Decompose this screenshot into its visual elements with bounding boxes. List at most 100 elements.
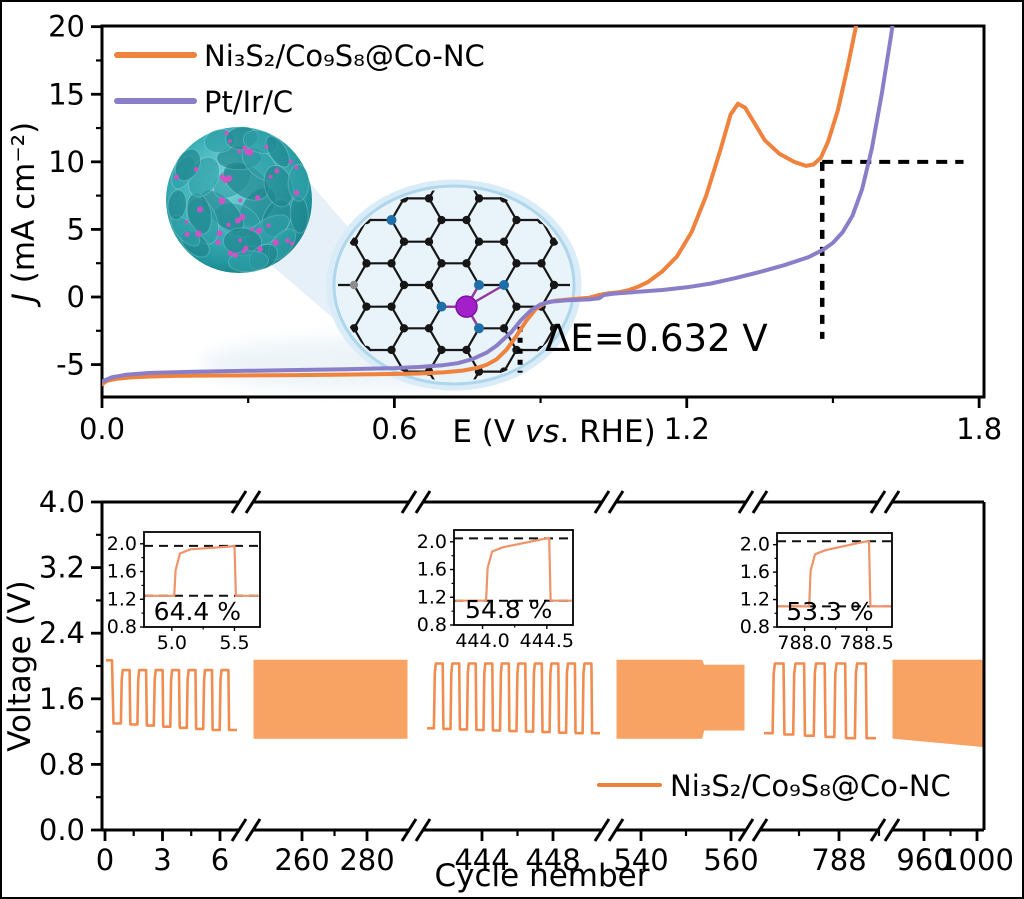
axis-break-mark (400, 490, 418, 514)
x-tick-label: 788 (811, 843, 866, 877)
x-tick-label: 0 (96, 843, 114, 877)
c-atom (512, 259, 521, 268)
c-atom (575, 194, 583, 202)
c-atom (549, 194, 559, 203)
inset-y-tick-label: 1.2 (740, 589, 770, 611)
graphene-schematic (275, 129, 633, 462)
legend-label-reference: Pt/Ir/C (204, 85, 293, 119)
x-tick-label: 1.2 (664, 412, 710, 446)
x-tick-label: 0.6 (371, 412, 417, 446)
x-tick-label: 6 (211, 843, 229, 877)
c-atom (462, 215, 471, 225)
axis-break-mark (883, 818, 901, 842)
x-tick-label: 540 (613, 843, 668, 877)
dopant-dot (218, 197, 226, 205)
c-atom (350, 411, 358, 419)
c-atom (387, 345, 396, 355)
inset-x-tick-label: 5.5 (219, 632, 249, 654)
nanoflower-petal (287, 163, 310, 202)
x-tick-label: 1000 (940, 843, 1014, 877)
axis-break-mark (400, 818, 418, 842)
c-atom (425, 454, 433, 462)
cycling-pulse-trace (764, 662, 876, 740)
inset-efficiency-label: 54.8 % (465, 595, 552, 624)
inset-y-tick-label: 0.8 (417, 614, 447, 636)
c-atom (587, 129, 595, 137)
axis-break-mark (414, 818, 432, 842)
c-atom (575, 367, 583, 375)
dopant-dot (288, 159, 293, 164)
dopant-dot (244, 148, 252, 156)
dopant-dot (237, 149, 242, 154)
c-atom (437, 215, 446, 225)
x-tick-label: 960 (896, 843, 951, 877)
dopant-dot (285, 238, 291, 244)
dopant-dot (241, 248, 246, 254)
dopant-dot (234, 217, 241, 224)
efficiency-inset: 2.0 1.6 1.2 0.8 788.0 788.5 53.3 % (740, 532, 894, 654)
c-atom (550, 151, 558, 159)
cycling-legend: Ni₃S₂/Co₉S₈@Co-NC (597, 769, 951, 803)
co-atom (455, 295, 478, 318)
cycling-pulse-trace (106, 659, 237, 732)
axis-break-mark (230, 818, 248, 842)
inset-cycle-trace (455, 537, 572, 602)
y-tick-label: 0 (67, 280, 85, 314)
dopant-dot (173, 174, 180, 180)
axis-break-mark (607, 818, 625, 842)
c-atom (362, 259, 371, 268)
dopant-dot (257, 246, 263, 253)
graphene-oval-border (332, 184, 576, 386)
cycling-dense-block (253, 659, 408, 739)
c-atom (424, 324, 434, 333)
c-atom (625, 237, 633, 245)
c-atom (424, 194, 434, 203)
c-atom (550, 454, 558, 462)
inset-y-tick-label: 2.0 (107, 533, 137, 555)
cycling-y-axis-title: Voltage (V) (2, 580, 38, 752)
c-atom (312, 129, 320, 137)
efficiency-inset: 2.0 1.6 1.2 0.8 444.0 444.5 54.8 % (417, 529, 574, 652)
y-tick-label: 20 (48, 10, 85, 44)
c-atom (499, 324, 509, 333)
inset-x-tick-label: 444.0 (455, 630, 509, 652)
dopant-dot (224, 130, 229, 136)
dopant-dot (232, 252, 239, 258)
axis-break-mark (883, 490, 901, 514)
cycling-dense-block (892, 659, 983, 747)
c-atom (349, 237, 359, 246)
nanoflower-petal (167, 189, 187, 221)
x-tick-label: 260 (274, 843, 329, 877)
c-atom (462, 259, 471, 268)
efficiency-inset: 2.0 1.6 1.2 0.8 5.0 5.5 64.4 % (107, 531, 261, 654)
inset-y-tick-label: 0.8 (107, 616, 137, 638)
n-atom (499, 280, 509, 290)
inset-y-tick-label: 1.6 (740, 561, 770, 583)
y-tick-label: 4.0 (39, 485, 85, 519)
dopant-dot (293, 165, 299, 170)
dopant-dot (216, 230, 223, 237)
y-tick-label: 15 (48, 77, 85, 111)
nanoflower-image (166, 126, 312, 273)
dopant-dot (222, 176, 229, 183)
c-atom (400, 151, 408, 159)
axis-break-mark (593, 818, 611, 842)
lsv-x-axis-title: E (V vs. RHE) (452, 414, 655, 450)
c-atom (625, 151, 633, 159)
c-atom (325, 151, 333, 159)
axis-break-mark (751, 818, 769, 842)
c-atom (325, 411, 333, 419)
inset-y-tick-label: 2.0 (417, 531, 447, 553)
c-atom (387, 259, 396, 268)
lsv-curve-reference (102, 26, 895, 384)
c-atom (575, 237, 583, 245)
c-atom (587, 302, 595, 310)
y-tick-label: 1.6 (39, 682, 85, 716)
lsv-panel: 0.0 0.6 1.2 1.8 20 15 10 5 0 -5 Ni₃S₂/Co₉S₈@Co-NC… (6, 10, 1002, 462)
inset-y-tick-label: 1.2 (107, 588, 137, 610)
c-atom (275, 324, 283, 332)
graphene-oval-outer (326, 179, 582, 391)
edge-atom (349, 280, 359, 290)
c-atom (312, 173, 320, 181)
